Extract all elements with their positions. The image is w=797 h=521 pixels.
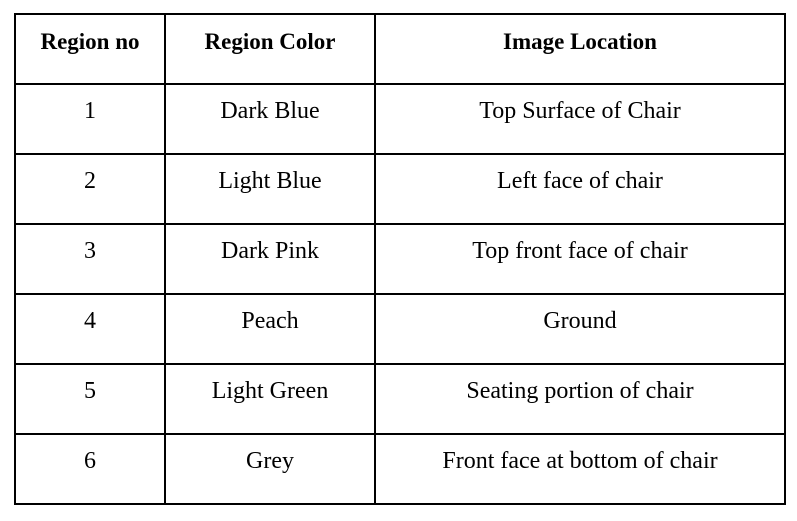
cell-region-color: Grey <box>164 433 376 505</box>
cell-image-location: Ground <box>374 293 786 365</box>
header-region-no: Region no <box>14 13 166 85</box>
cell-region-no: 2 <box>14 153 166 225</box>
table-row: 3 Dark Pink Top front face of chair <box>14 223 786 295</box>
cell-region-no: 4 <box>14 293 166 365</box>
cell-region-no: 6 <box>14 433 166 505</box>
region-table-container: Region no Region Color Image Location 1 … <box>14 13 786 505</box>
cell-image-location: Seating portion of chair <box>374 363 786 435</box>
header-image-location: Image Location <box>374 13 786 85</box>
cell-region-no: 5 <box>14 363 166 435</box>
header-row: Region no Region Color Image Location <box>14 13 786 85</box>
table-row: 5 Light Green Seating portion of chair <box>14 363 786 435</box>
table-row: 2 Light Blue Left face of chair <box>14 153 786 225</box>
cell-region-no: 1 <box>14 83 166 155</box>
cell-image-location: Left face of chair <box>374 153 786 225</box>
cell-region-color: Dark Pink <box>164 223 376 295</box>
cell-image-location: Top Surface of Chair <box>374 83 786 155</box>
cell-image-location: Top front face of chair <box>374 223 786 295</box>
region-table: Region no Region Color Image Location 1 … <box>14 13 786 505</box>
table-row: 6 Grey Front face at bottom of chair <box>14 433 786 505</box>
cell-region-no: 3 <box>14 223 166 295</box>
cell-region-color: Light Green <box>164 363 376 435</box>
cell-region-color: Dark Blue <box>164 83 376 155</box>
table-row: 4 Peach Ground <box>14 293 786 365</box>
cell-region-color: Light Blue <box>164 153 376 225</box>
table-row: 1 Dark Blue Top Surface of Chair <box>14 83 786 155</box>
cell-image-location: Front face at bottom of chair <box>374 433 786 505</box>
header-region-color: Region Color <box>164 13 376 85</box>
cell-region-color: Peach <box>164 293 376 365</box>
